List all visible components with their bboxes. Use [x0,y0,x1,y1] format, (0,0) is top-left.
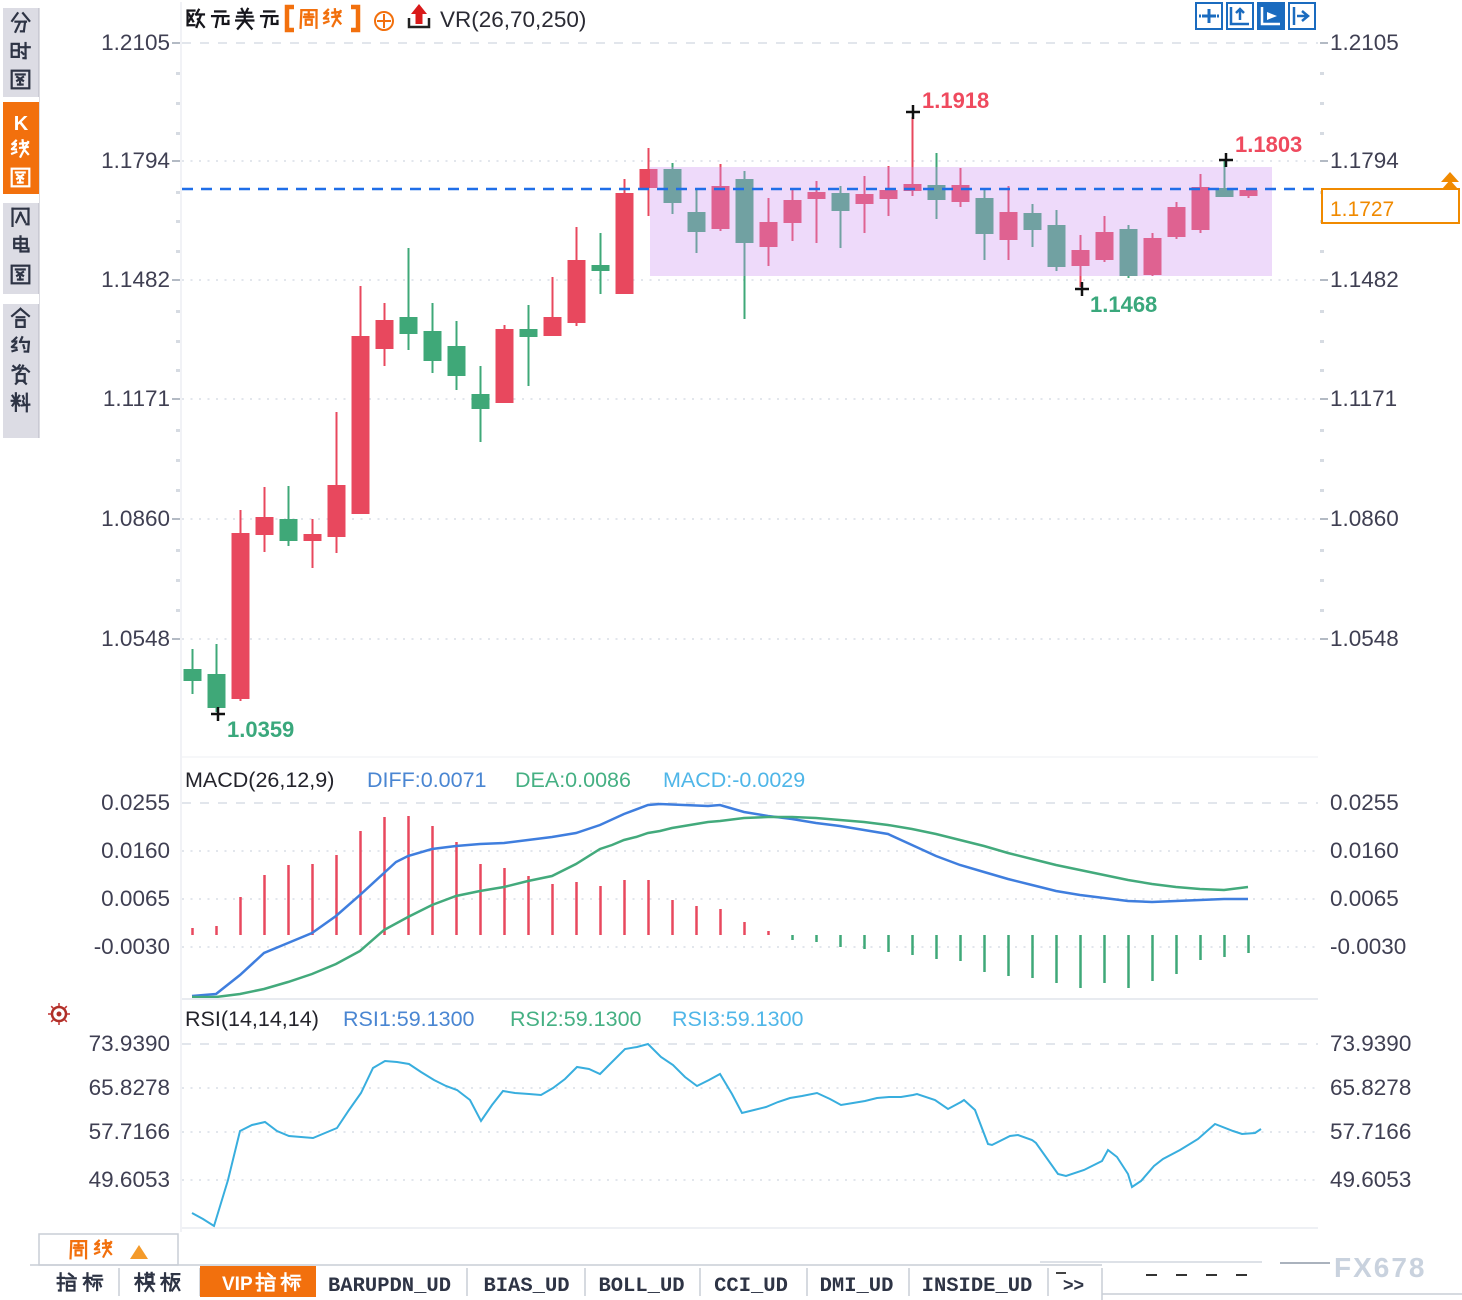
svg-text:1.1171: 1.1171 [1330,386,1397,411]
svg-text:>>: >> [1063,1275,1084,1295]
svg-text:RSI3:59.1300: RSI3:59.1300 [672,1007,804,1031]
svg-text:MACD:-0.0029: MACD:-0.0029 [663,768,805,792]
svg-text:BARUPDN_UD: BARUPDN_UD [328,1275,451,1298]
svg-text:1.2105: 1.2105 [101,30,170,55]
svg-text:FX678: FX678 [1334,1252,1427,1283]
svg-text:BOLL_UD: BOLL_UD [598,1275,684,1298]
svg-text:65.8278: 65.8278 [89,1075,170,1100]
svg-text:1.1468: 1.1468 [1090,292,1157,317]
svg-text:1.1794: 1.1794 [101,148,170,173]
svg-text:0.0065: 0.0065 [101,886,170,911]
svg-text:INSIDE_UD: INSIDE_UD [922,1275,1033,1298]
svg-text:73.9390: 73.9390 [89,1031,170,1056]
svg-text:DMI_UD: DMI_UD [820,1275,894,1298]
svg-text:1.1171: 1.1171 [103,386,170,411]
svg-text:57.7166: 57.7166 [1330,1119,1411,1144]
svg-text:K: K [14,113,29,135]
svg-text:-0.0030: -0.0030 [1330,934,1406,959]
svg-text:MACD(26,12,9): MACD(26,12,9) [185,768,334,792]
svg-text:49.6053: 49.6053 [89,1167,170,1192]
svg-text:1.1482: 1.1482 [1330,267,1399,292]
svg-text:49.6053: 49.6053 [1330,1167,1411,1192]
svg-text:1.1794: 1.1794 [1330,148,1399,173]
svg-text:RSI1:59.1300: RSI1:59.1300 [343,1007,475,1031]
svg-text:0.0065: 0.0065 [1330,886,1399,911]
svg-text:1.2105: 1.2105 [1330,30,1399,55]
svg-text:0.0160: 0.0160 [1330,838,1399,863]
svg-text:DEA:0.0086: DEA:0.0086 [515,768,631,792]
svg-text:CCI_UD: CCI_UD [714,1275,788,1298]
svg-text:0.0255: 0.0255 [101,790,170,815]
svg-text:1.0860: 1.0860 [101,506,170,531]
svg-text:VIP: VIP [222,1274,253,1295]
svg-text:65.8278: 65.8278 [1330,1075,1411,1100]
svg-text:0.0160: 0.0160 [101,838,170,863]
svg-text:BIAS_UD: BIAS_UD [483,1275,569,1298]
svg-text:1.1918: 1.1918 [922,88,989,113]
svg-text:RSI(14,14,14): RSI(14,14,14) [185,1007,319,1031]
svg-text:1.1727: 1.1727 [1330,198,1394,221]
svg-text:RSI2:59.1300: RSI2:59.1300 [510,1007,642,1031]
svg-text:-0.0030: -0.0030 [94,934,170,959]
svg-text:1.0860: 1.0860 [1330,506,1399,531]
svg-text:1.1482: 1.1482 [101,267,170,292]
svg-text:1.1803: 1.1803 [1235,132,1302,157]
svg-text:73.9390: 73.9390 [1330,1031,1411,1056]
svg-text:1.0548: 1.0548 [101,626,170,651]
svg-text:1.0548: 1.0548 [1330,626,1399,651]
svg-text:1.0359: 1.0359 [227,717,294,742]
svg-text:DIFF:0.0071: DIFF:0.0071 [367,768,487,792]
svg-text:57.7166: 57.7166 [89,1119,170,1144]
svg-text:0.0255: 0.0255 [1330,790,1399,815]
svg-text:VR(26,70,250): VR(26,70,250) [440,7,586,32]
